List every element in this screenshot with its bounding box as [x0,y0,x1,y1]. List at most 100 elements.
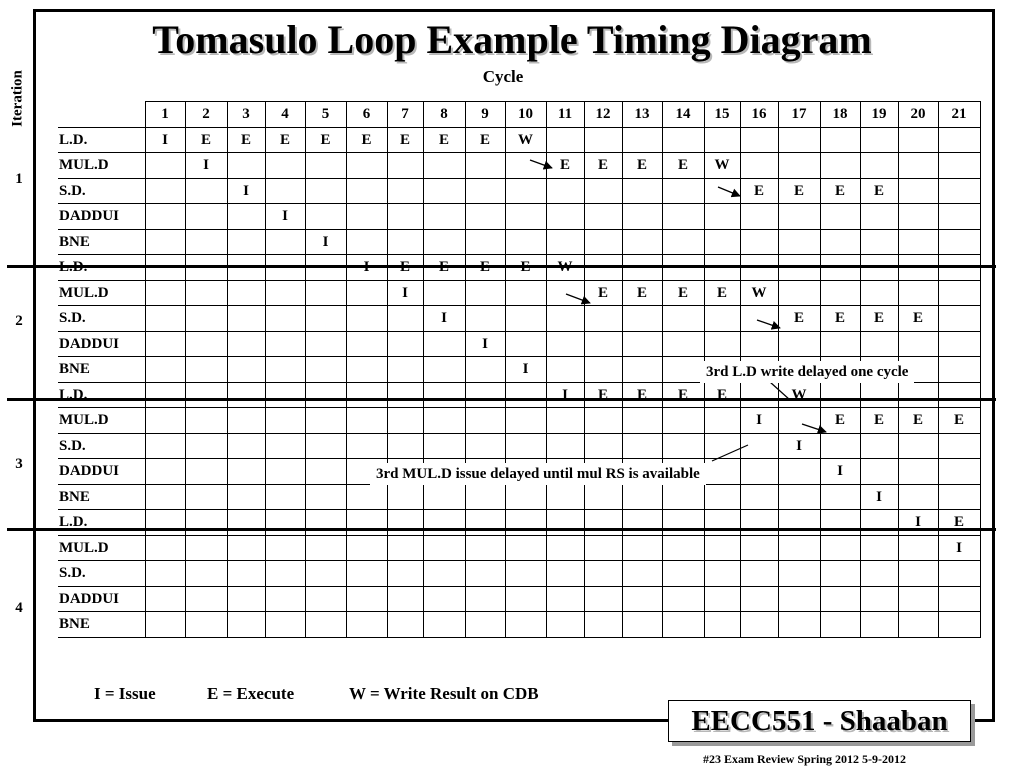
timing-cell: E [304,126,347,153]
header-corner-cell [58,101,146,128]
timing-cell [897,585,939,612]
timing-cell [859,330,899,357]
legend-execute: E = Execute [207,684,295,703]
timing-cell [545,432,585,459]
timing-cell [739,560,779,587]
timing-cell: E [583,381,623,408]
timing-cell: E [937,407,981,434]
instruction-label: MUL.D [58,534,146,561]
timing-cell [386,560,424,587]
dependency-arrow [529,159,553,170]
timing-cell: I [859,483,899,510]
timing-cell [264,407,306,434]
timing-cell [184,432,228,459]
instruction-label: DADDUI [58,330,146,357]
timing-table: 1 2 3 4 5 6 7 8 9 10 11 12 13 14 15 16 17 18 19 20 21 L.D. I E E… [58,101,981,638]
timing-cell [937,483,981,510]
timing-cell [144,432,186,459]
timing-cell: E [621,152,663,179]
timing-cell [226,381,266,408]
timing-cell [545,611,585,638]
timing-cell [226,483,266,510]
iteration-number-3: 3 [15,456,23,472]
timing-cell [777,458,821,485]
timing-cell [464,483,506,510]
timing-cell [504,560,547,587]
timing-cell [897,330,939,357]
timing-cell: I [226,177,266,204]
timing-cell [144,330,186,357]
slide-frame [33,9,995,722]
timing-cell [144,356,186,383]
timing-cell [422,407,466,434]
cycle-number: 21 [937,101,981,128]
timing-cell [226,356,266,383]
timing-cell [859,458,899,485]
timing-cell [304,611,347,638]
timing-cell: I [937,534,981,561]
iteration-separator [7,398,996,401]
timing-cell [583,611,623,638]
slide-title: Tomasulo Loop Example Timing Diagram [152,17,872,62]
timing-cell [144,228,186,255]
slide-footer: #23 Exam Review Spring 2012 5-9-2012 [703,752,906,766]
timing-cell: I [464,330,506,357]
legend-write: W = Write Result on CDB [349,684,539,703]
timing-cell [703,407,741,434]
timing-cell: I [739,407,779,434]
timing-cell [583,560,623,587]
timing-cell: E [777,305,821,332]
cycle-axis-label: Cycle [482,67,524,86]
timing-cell: E [859,305,899,332]
timing-cell: W [703,152,741,179]
cycle-number: 13 [621,101,663,128]
instruction-label: BNE [58,356,146,383]
timing-cell [304,585,347,612]
timing-cell [739,126,779,153]
timing-cell: I [184,152,228,179]
iteration-number-4: 4 [15,600,23,616]
timing-cell [226,509,266,536]
dependency-arrow [717,186,741,198]
cycle-number: 9 [464,101,506,128]
timing-cell [345,330,388,357]
timing-cell: E [897,407,939,434]
timing-cell [819,560,861,587]
annotation-muld-issue-delay: 3rd MUL.D issue delayed until mul RS is … [370,463,706,485]
timing-cell [661,330,705,357]
timing-cell [819,432,861,459]
timing-cell [144,611,186,638]
timing-cell [859,152,899,179]
timing-cell [422,330,466,357]
timing-cell: I [422,305,466,332]
timing-cell [583,432,623,459]
timing-cell [345,611,388,638]
cycle-number: 3 [226,101,266,128]
instruction-label: BNE [58,483,146,510]
timing-cell [545,177,585,204]
cycle-number: 4 [264,101,306,128]
timing-cell [386,152,424,179]
timing-cell [226,560,266,587]
timing-cell [345,152,388,179]
timing-cell: E [264,126,306,153]
timing-cell [422,177,466,204]
cycle-header-row: 1 2 3 4 5 6 7 8 9 10 11 12 13 14 15 16 17 18 19 20 21 [58,101,981,128]
timing-cell [144,458,186,485]
timing-cell [144,407,186,434]
timing-cell [464,585,506,612]
dependency-arrow [565,293,591,305]
timing-cell [422,152,466,179]
timing-cell: W [739,279,779,306]
iteration-number-2: 2 [15,313,23,329]
dependency-arrow [801,423,827,434]
timing-cell [304,203,347,230]
timing-cell [621,126,663,153]
iteration-separator [7,528,996,531]
timing-cell [422,432,466,459]
instruction-row: S.D. I [58,432,981,459]
timing-cell [661,407,705,434]
timing-cell [897,126,939,153]
timing-cell [304,177,347,204]
